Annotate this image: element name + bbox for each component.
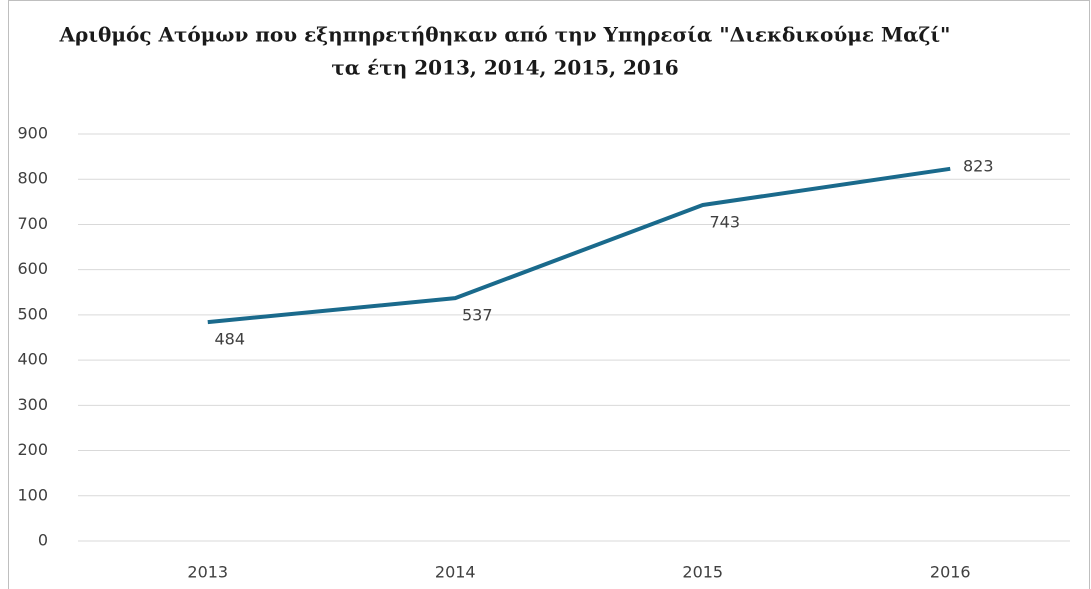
y-tick-label: 300 [17,395,48,414]
y-tick-label: 400 [17,350,48,369]
y-tick-label: 500 [17,304,48,323]
x-tick-label: 2013 [187,563,228,582]
y-tick-label: 700 [17,214,48,233]
x-tick-label: 2016 [930,563,971,582]
chart-title: τα έτη 2013, 2014, 2015, 2016 [331,56,678,80]
chart-frame [8,0,1090,589]
data-line [207,166,951,325]
y-tick-label: 600 [17,259,48,278]
data-label: 743 [709,212,740,231]
data-label: 823 [963,156,994,175]
x-tick-label: 2014 [435,563,476,582]
data-label: 537 [462,306,493,325]
x-tick-label: 2015 [682,563,723,582]
y-tick-label: 900 [17,124,48,143]
y-tick-label: 100 [17,485,48,504]
y-tick-label: 200 [17,440,48,459]
y-tick-label: 800 [17,169,48,188]
y-tick-label: 0 [38,531,48,550]
data-label: 484 [214,330,245,349]
chart-title: Αριθμός Ατόμων που εξηπηρετήθηκαν από τη… [59,23,951,47]
